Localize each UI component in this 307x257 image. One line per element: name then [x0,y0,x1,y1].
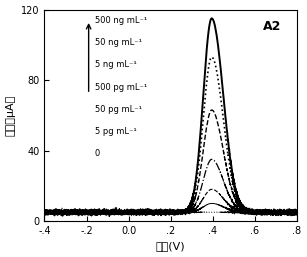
Text: 50 pg mL⁻¹: 50 pg mL⁻¹ [95,105,142,114]
Text: 0: 0 [95,149,100,158]
Text: 500 pg mL⁻¹: 500 pg mL⁻¹ [95,82,147,91]
Y-axis label: 电流（μA）: 电流（μA） [6,95,16,136]
X-axis label: 电位(V): 电位(V) [156,241,185,251]
Text: A2: A2 [262,20,281,33]
Text: 50 ng mL⁻¹: 50 ng mL⁻¹ [95,38,142,47]
Text: 5 pg mL⁻¹: 5 pg mL⁻¹ [95,127,137,136]
Text: 500 ng mL⁻¹: 500 ng mL⁻¹ [95,16,147,25]
Text: 5 ng mL⁻¹: 5 ng mL⁻¹ [95,60,137,69]
